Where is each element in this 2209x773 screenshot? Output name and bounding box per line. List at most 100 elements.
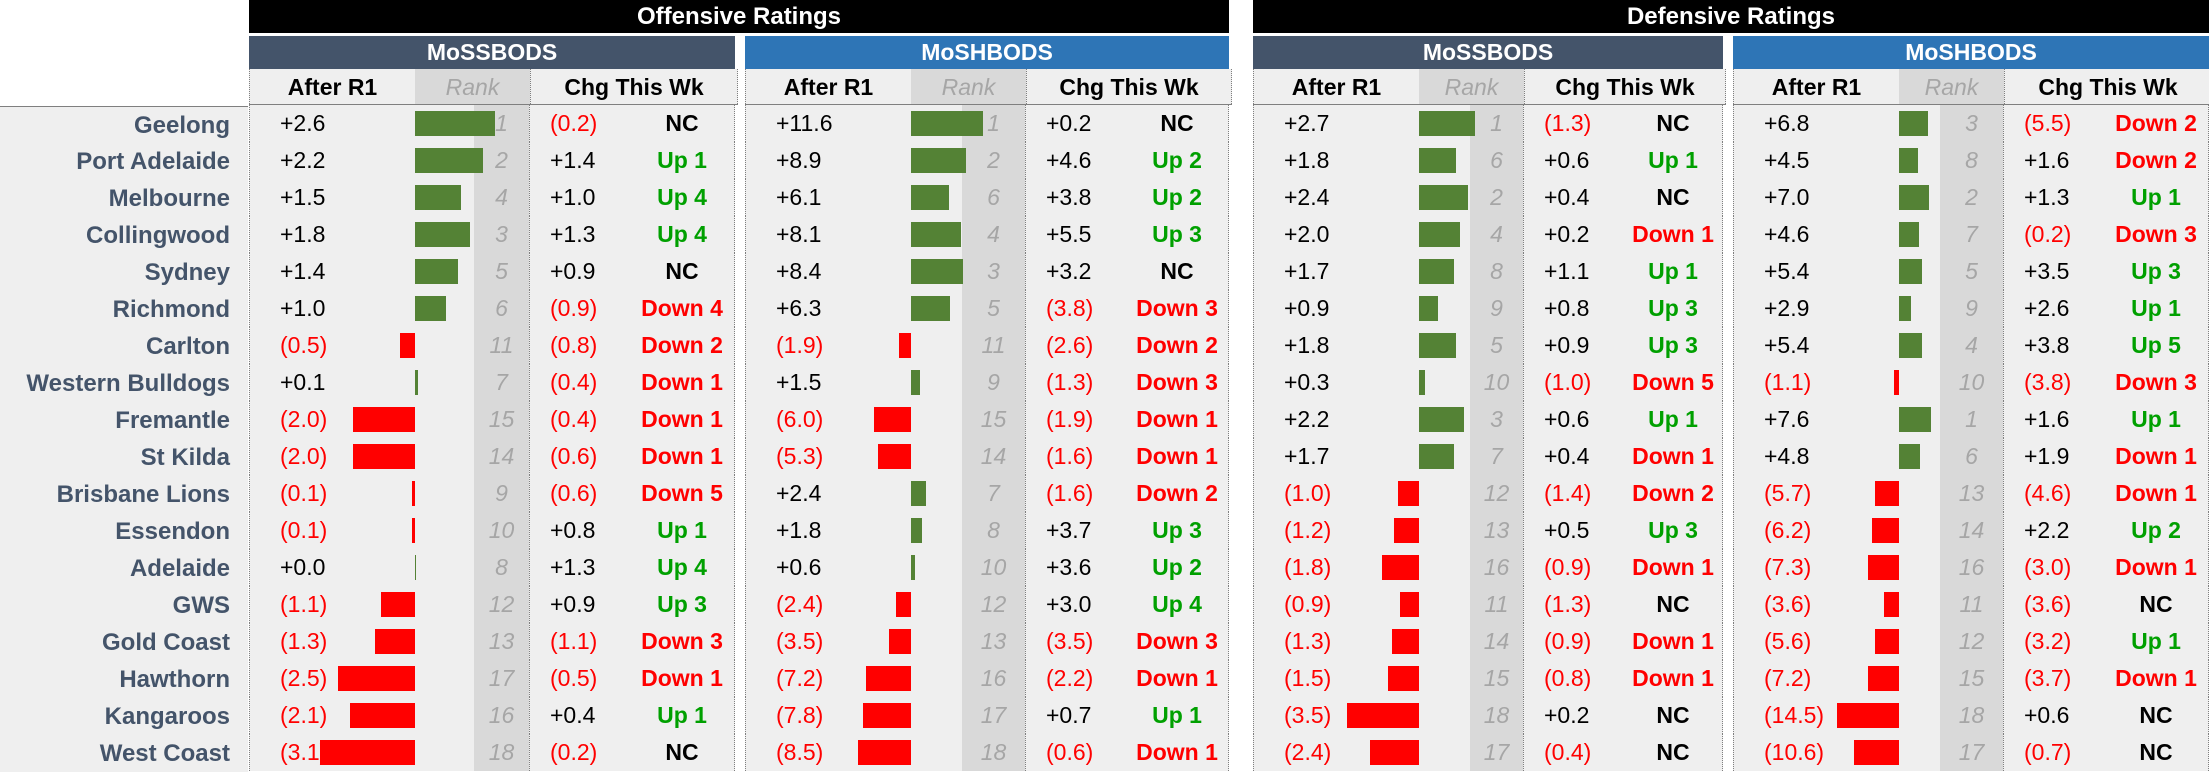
rating-value: +2.7 — [1284, 110, 1330, 136]
rating-value: +0.1 — [280, 369, 326, 395]
rank-value: 12 — [1940, 623, 2003, 660]
rating-value: (2.4) — [1284, 739, 1332, 765]
rating-value: +1.7 — [1284, 258, 1330, 284]
rating-bar — [1899, 111, 1928, 136]
rating-value: (10.6) — [1764, 739, 1825, 765]
rating-value: (5.6) — [1764, 628, 1812, 654]
rank-value: 2 — [1470, 179, 1523, 216]
rating-bar — [375, 629, 415, 654]
change-value: +0.7 — [1046, 702, 1092, 728]
rating-value: +1.5 — [776, 369, 822, 395]
change-cell: (0.8) Down 2 — [529, 327, 735, 364]
change-value: (3.2) — [2024, 628, 2072, 654]
rank-change-label: NC — [1656, 739, 1690, 765]
rating-bar — [1868, 555, 1899, 580]
rank-change-label: Up 1 — [1152, 702, 1202, 728]
rating-bar — [858, 740, 911, 765]
rank-change-label: Up 3 — [657, 591, 707, 617]
change-cell: (1.6) Down 1 — [1025, 438, 1229, 475]
table-row: +6.8 3 (5.5) Down 2 — [1733, 105, 2209, 142]
rating-bar — [1884, 592, 1899, 617]
team-name: Adelaide — [0, 550, 248, 587]
change-cell: (0.4) NC — [1523, 734, 1723, 771]
table-row: +4.8 6 +1.9 Down 1 — [1733, 438, 2209, 475]
change-cell: +3.0 Up 4 — [1025, 586, 1229, 623]
rating-value-cell: +6.8 — [1733, 105, 1940, 142]
rating-value-cell: +2.4 — [745, 475, 962, 512]
rating-value-cell: +0.9 — [1253, 290, 1470, 327]
change-value: (1.0) — [1544, 369, 1592, 395]
change-value: +0.8 — [1544, 295, 1590, 321]
panel-off-moshbods: After R1 Rank Chg This Wk +11.6 1 +0.2 NC +8.9 2… — [745, 69, 1232, 771]
change-cell: (1.9) Down 1 — [1025, 401, 1229, 438]
rating-value: +1.5 — [280, 184, 326, 210]
rating-bar — [899, 333, 911, 358]
change-cell: +3.6 Up 2 — [1025, 549, 1229, 586]
rating-bar — [415, 555, 416, 580]
change-cell: (3.8) Down 3 — [2003, 364, 2209, 401]
rating-value: +4.6 — [1764, 221, 1810, 247]
change-cell: (1.1) Down 3 — [529, 623, 735, 660]
rank-change-label: NC — [2139, 739, 2173, 765]
rank-value: 18 — [1940, 697, 2003, 734]
change-value: +0.5 — [1544, 517, 1590, 543]
rank-value: 6 — [1470, 142, 1523, 179]
rating-value-cell: +2.4 — [1253, 179, 1470, 216]
change-value: (0.8) — [550, 332, 598, 358]
rating-value: +1.7 — [1284, 443, 1330, 469]
change-cell: +0.4 Up 1 — [529, 697, 735, 734]
rank-value: 9 — [474, 475, 529, 512]
rating-bar — [400, 333, 415, 358]
table-row: +1.7 7 +0.4 Down 1 — [1253, 438, 1726, 475]
column-header-row: After R1 Rank Chg This Wk — [1253, 69, 1726, 105]
change-value: +3.7 — [1046, 517, 1092, 543]
rank-change-label: NC — [665, 110, 699, 136]
table-row: (0.5) 11 (0.8) Down 2 — [249, 327, 738, 364]
rank-change-label: NC — [665, 258, 699, 284]
rating-value: (1.3) — [280, 628, 328, 654]
change-cell: +0.9 Up 3 — [1523, 327, 1723, 364]
rating-value: +11.6 — [776, 110, 833, 136]
rating-bar — [381, 592, 415, 617]
rank-change-label: Up 1 — [2131, 184, 2181, 210]
rating-value: (3.1) — [280, 739, 328, 765]
table-row: +5.4 5 +3.5 Up 3 — [1733, 253, 2209, 290]
rating-value: (2.5) — [280, 665, 328, 691]
team-name: Carlton — [0, 328, 248, 365]
rating-bar — [889, 629, 911, 654]
rank-value: 16 — [962, 660, 1025, 697]
change-cell: +0.9 Up 3 — [529, 586, 735, 623]
rating-bar — [1419, 259, 1454, 284]
rank-value: 15 — [962, 401, 1025, 438]
table-row: +1.7 8 +1.1 Up 1 — [1253, 253, 1726, 290]
rank-value: 8 — [1940, 142, 2003, 179]
rating-value: +0.6 — [776, 554, 822, 580]
change-cell: (3.2) Up 1 — [2003, 623, 2209, 660]
rating-value-cell: (0.1) — [249, 475, 474, 512]
change-cell: +3.5 Up 3 — [2003, 253, 2209, 290]
change-cell: +1.1 Up 1 — [1523, 253, 1723, 290]
rating-bar — [911, 148, 966, 173]
table-row: +2.0 4 +0.2 Down 1 — [1253, 216, 1726, 253]
rating-value: (1.5) — [1284, 665, 1332, 691]
rank-change-label: Down 1 — [1632, 443, 1714, 469]
change-cell: +0.8 Up 1 — [529, 512, 735, 549]
table-row: +1.4 5 +0.9 NC — [249, 253, 738, 290]
rank-change-label: Down 3 — [1136, 295, 1218, 321]
rating-value: (7.2) — [1764, 665, 1812, 691]
rating-value-cell: (1.1) — [1733, 364, 1940, 401]
change-value: (1.1) — [550, 628, 598, 654]
change-value: (3.8) — [1046, 295, 1094, 321]
rating-value: (2.0) — [280, 443, 328, 469]
change-cell: (0.5) Down 1 — [529, 660, 735, 697]
rating-value: +8.4 — [776, 258, 822, 284]
rank-value: 11 — [1940, 586, 2003, 623]
rating-value: +8.1 — [776, 221, 822, 247]
rating-bar — [874, 407, 911, 432]
rank-value: 7 — [474, 364, 529, 401]
table-row: (0.1) 10 +0.8 Up 1 — [249, 512, 738, 549]
rank-value: 13 — [1470, 512, 1523, 549]
rating-value-cell: (10.6) — [1733, 734, 1940, 771]
rank-change-label: Down 1 — [1632, 554, 1714, 580]
change-cell: +0.2 NC — [1025, 105, 1229, 142]
